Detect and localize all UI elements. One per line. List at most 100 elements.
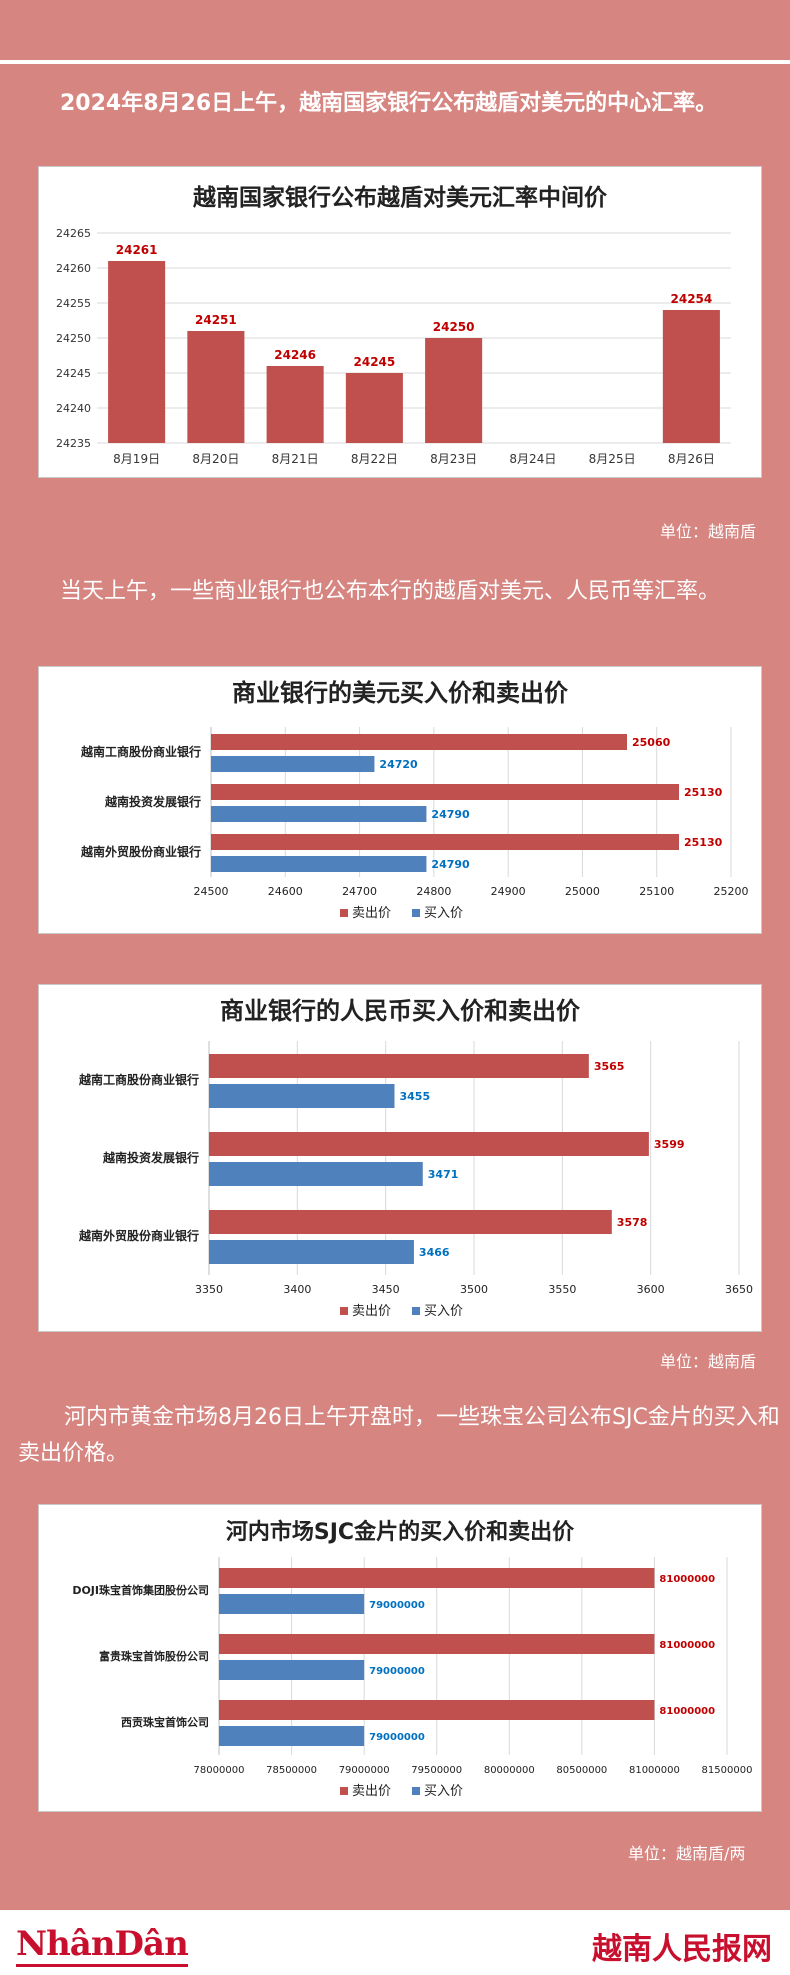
data-label: 24790 — [431, 858, 470, 871]
x-tick-label: 8月26日 — [668, 452, 715, 466]
data-label: 3599 — [654, 1138, 685, 1151]
category-label: 越南投资发展银行 — [102, 1150, 199, 1165]
bar-buy — [211, 806, 427, 822]
legend-swatch — [412, 1307, 420, 1315]
data-label: 24720 — [379, 758, 418, 771]
bar-buy — [209, 1240, 414, 1264]
bar-sell — [211, 784, 679, 800]
legend-label: 买入价 — [424, 906, 463, 921]
data-label: 3466 — [419, 1246, 450, 1259]
bar-buy — [211, 756, 375, 772]
x-tick-label: 3500 — [460, 1283, 488, 1296]
bar-sell — [209, 1210, 612, 1234]
x-tick-label: 8月22日 — [351, 452, 398, 466]
y-tick-label: 24260 — [56, 262, 91, 275]
unit-label-2: 单位：越南盾 — [660, 1352, 757, 1371]
y-tick-label: 24240 — [56, 402, 91, 415]
x-tick-label: 3450 — [372, 1283, 400, 1296]
data-label: 81000000 — [659, 1640, 715, 1651]
bar-buy — [219, 1726, 365, 1746]
legend-swatch — [412, 1787, 420, 1795]
gold-price-chart: 河内市场SJC金片的买入价和卖出价 78000000 78500000 7900000… — [72, 1519, 753, 1799]
bar — [266, 366, 324, 443]
x-tick-label: 81500000 — [702, 1765, 753, 1776]
data-label: 3471 — [428, 1168, 459, 1181]
x-tick-label: 8月19日 — [113, 452, 160, 466]
unit-label-3: 单位：越南盾/两 — [628, 1844, 746, 1863]
legend-swatch — [340, 1307, 348, 1315]
data-label: 79000000 — [369, 1732, 425, 1743]
category-label: 越南外贸股份商业银行 — [78, 1228, 199, 1243]
central-rate-chart: 越南国家银行公布越盾对美元汇率中间价 24235 24240 24245 24250 24… — [56, 184, 731, 466]
legend-label: 买入价 — [424, 1304, 463, 1319]
category-label: 越南工商股份商业银行 — [78, 1072, 199, 1087]
category-label: 越南工商股份商业银行 — [80, 744, 201, 759]
chart-title: 河内市场SJC金片的买入价和卖出价 — [226, 1519, 575, 1545]
x-tick-label: 3600 — [637, 1283, 665, 1296]
bar-sell — [209, 1054, 589, 1078]
data-label: 3455 — [400, 1090, 431, 1103]
category-label: 越南外贸股份商业银行 — [80, 844, 201, 859]
legend-label: 卖出价 — [352, 1784, 391, 1799]
data-label: 3578 — [617, 1216, 648, 1229]
data-label: 79000000 — [369, 1600, 425, 1611]
bank-rates-paragraph: 当天上午，一些商业银行也公布本行的越盾对美元、人民币等汇率。 — [60, 579, 721, 604]
data-label: 24250 — [433, 320, 475, 334]
unit-label-1: 单位：越南盾 — [660, 522, 757, 541]
bar-sell — [211, 834, 679, 850]
x-tick-label: 78500000 — [266, 1765, 317, 1776]
x-tick-label: 8月23日 — [430, 452, 477, 466]
x-tick-label: 24800 — [416, 885, 451, 898]
data-label: 24245 — [354, 355, 396, 369]
bar — [345, 373, 403, 443]
bar-sell — [219, 1568, 655, 1588]
bar-buy — [219, 1594, 365, 1614]
x-tick-label: 79000000 — [339, 1765, 390, 1776]
site-name-logo[interactable]: 越南人民报网 — [592, 1932, 772, 1967]
data-label: 25130 — [684, 836, 723, 849]
x-tick-label: 25000 — [565, 885, 600, 898]
x-tick-label: 80000000 — [484, 1765, 535, 1776]
category-label: 西贡珠宝首饰公司 — [121, 1715, 209, 1729]
bar-buy — [211, 856, 427, 872]
y-tick-label: 24245 — [56, 367, 91, 380]
x-tick-label: 8月21日 — [272, 452, 319, 466]
chart-title: 商业银行的人民币买入价和卖出价 — [220, 997, 581, 1025]
data-label: 81000000 — [659, 1706, 715, 1717]
data-label: 24261 — [116, 243, 158, 257]
y-tick-label: 24250 — [56, 332, 91, 345]
x-tick-label: 79500000 — [411, 1765, 462, 1776]
x-tick-label: 24700 — [342, 885, 377, 898]
data-label: 24246 — [274, 348, 316, 362]
bar-buy — [209, 1162, 423, 1186]
gold-paragraph: 河内市黄金市场8月26日上午开盘时，一些珠宝公司公布SJC金片的买入和卖出价格。 — [18, 1405, 780, 1466]
x-tick-label: 81000000 — [629, 1765, 680, 1776]
legend-label: 卖出价 — [352, 1304, 391, 1319]
data-label: 24254 — [671, 292, 713, 306]
data-label: 3565 — [594, 1060, 625, 1073]
data-label: 24790 — [431, 808, 470, 821]
x-tick-label: 80500000 — [556, 1765, 607, 1776]
legend-label: 卖出价 — [352, 906, 391, 921]
nhandan-logo[interactable]: NhânDân — [16, 1924, 189, 1967]
bar-buy — [219, 1660, 365, 1680]
chart-title: 商业银行的美元买入价和卖出价 — [232, 679, 569, 707]
category-label: DOJI珠宝首饰集团股份公司 — [72, 1583, 209, 1597]
chart-panel-cny: 商业银行的人民币买入价和卖出价 3350 3400 3450 3500 3550 3600 3… — [38, 984, 762, 1332]
x-tick-label: 24600 — [268, 885, 303, 898]
x-tick-label: 8月25日 — [589, 452, 636, 466]
legend-swatch — [340, 1787, 348, 1795]
x-tick-label: 3550 — [548, 1283, 576, 1296]
data-label: 81000000 — [659, 1574, 715, 1585]
bar-sell — [219, 1634, 655, 1654]
cny-rate-chart: 商业银行的人民币买入价和卖出价 3350 3400 3450 3500 3550 3600 3… — [78, 997, 753, 1319]
x-tick-label: 78000000 — [194, 1765, 245, 1776]
bar — [187, 331, 245, 443]
x-tick-label: 8月24日 — [509, 452, 556, 466]
chart-panel-gold: 河内市场SJC金片的买入价和卖出价 78000000 78500000 7900000… — [38, 1504, 762, 1812]
x-tick-label: 8月20日 — [192, 452, 239, 466]
x-tick-label: 3650 — [725, 1283, 753, 1296]
y-tick-label: 24265 — [56, 227, 91, 240]
legend-swatch — [412, 909, 420, 917]
legend-label: 买入价 — [424, 1784, 463, 1799]
